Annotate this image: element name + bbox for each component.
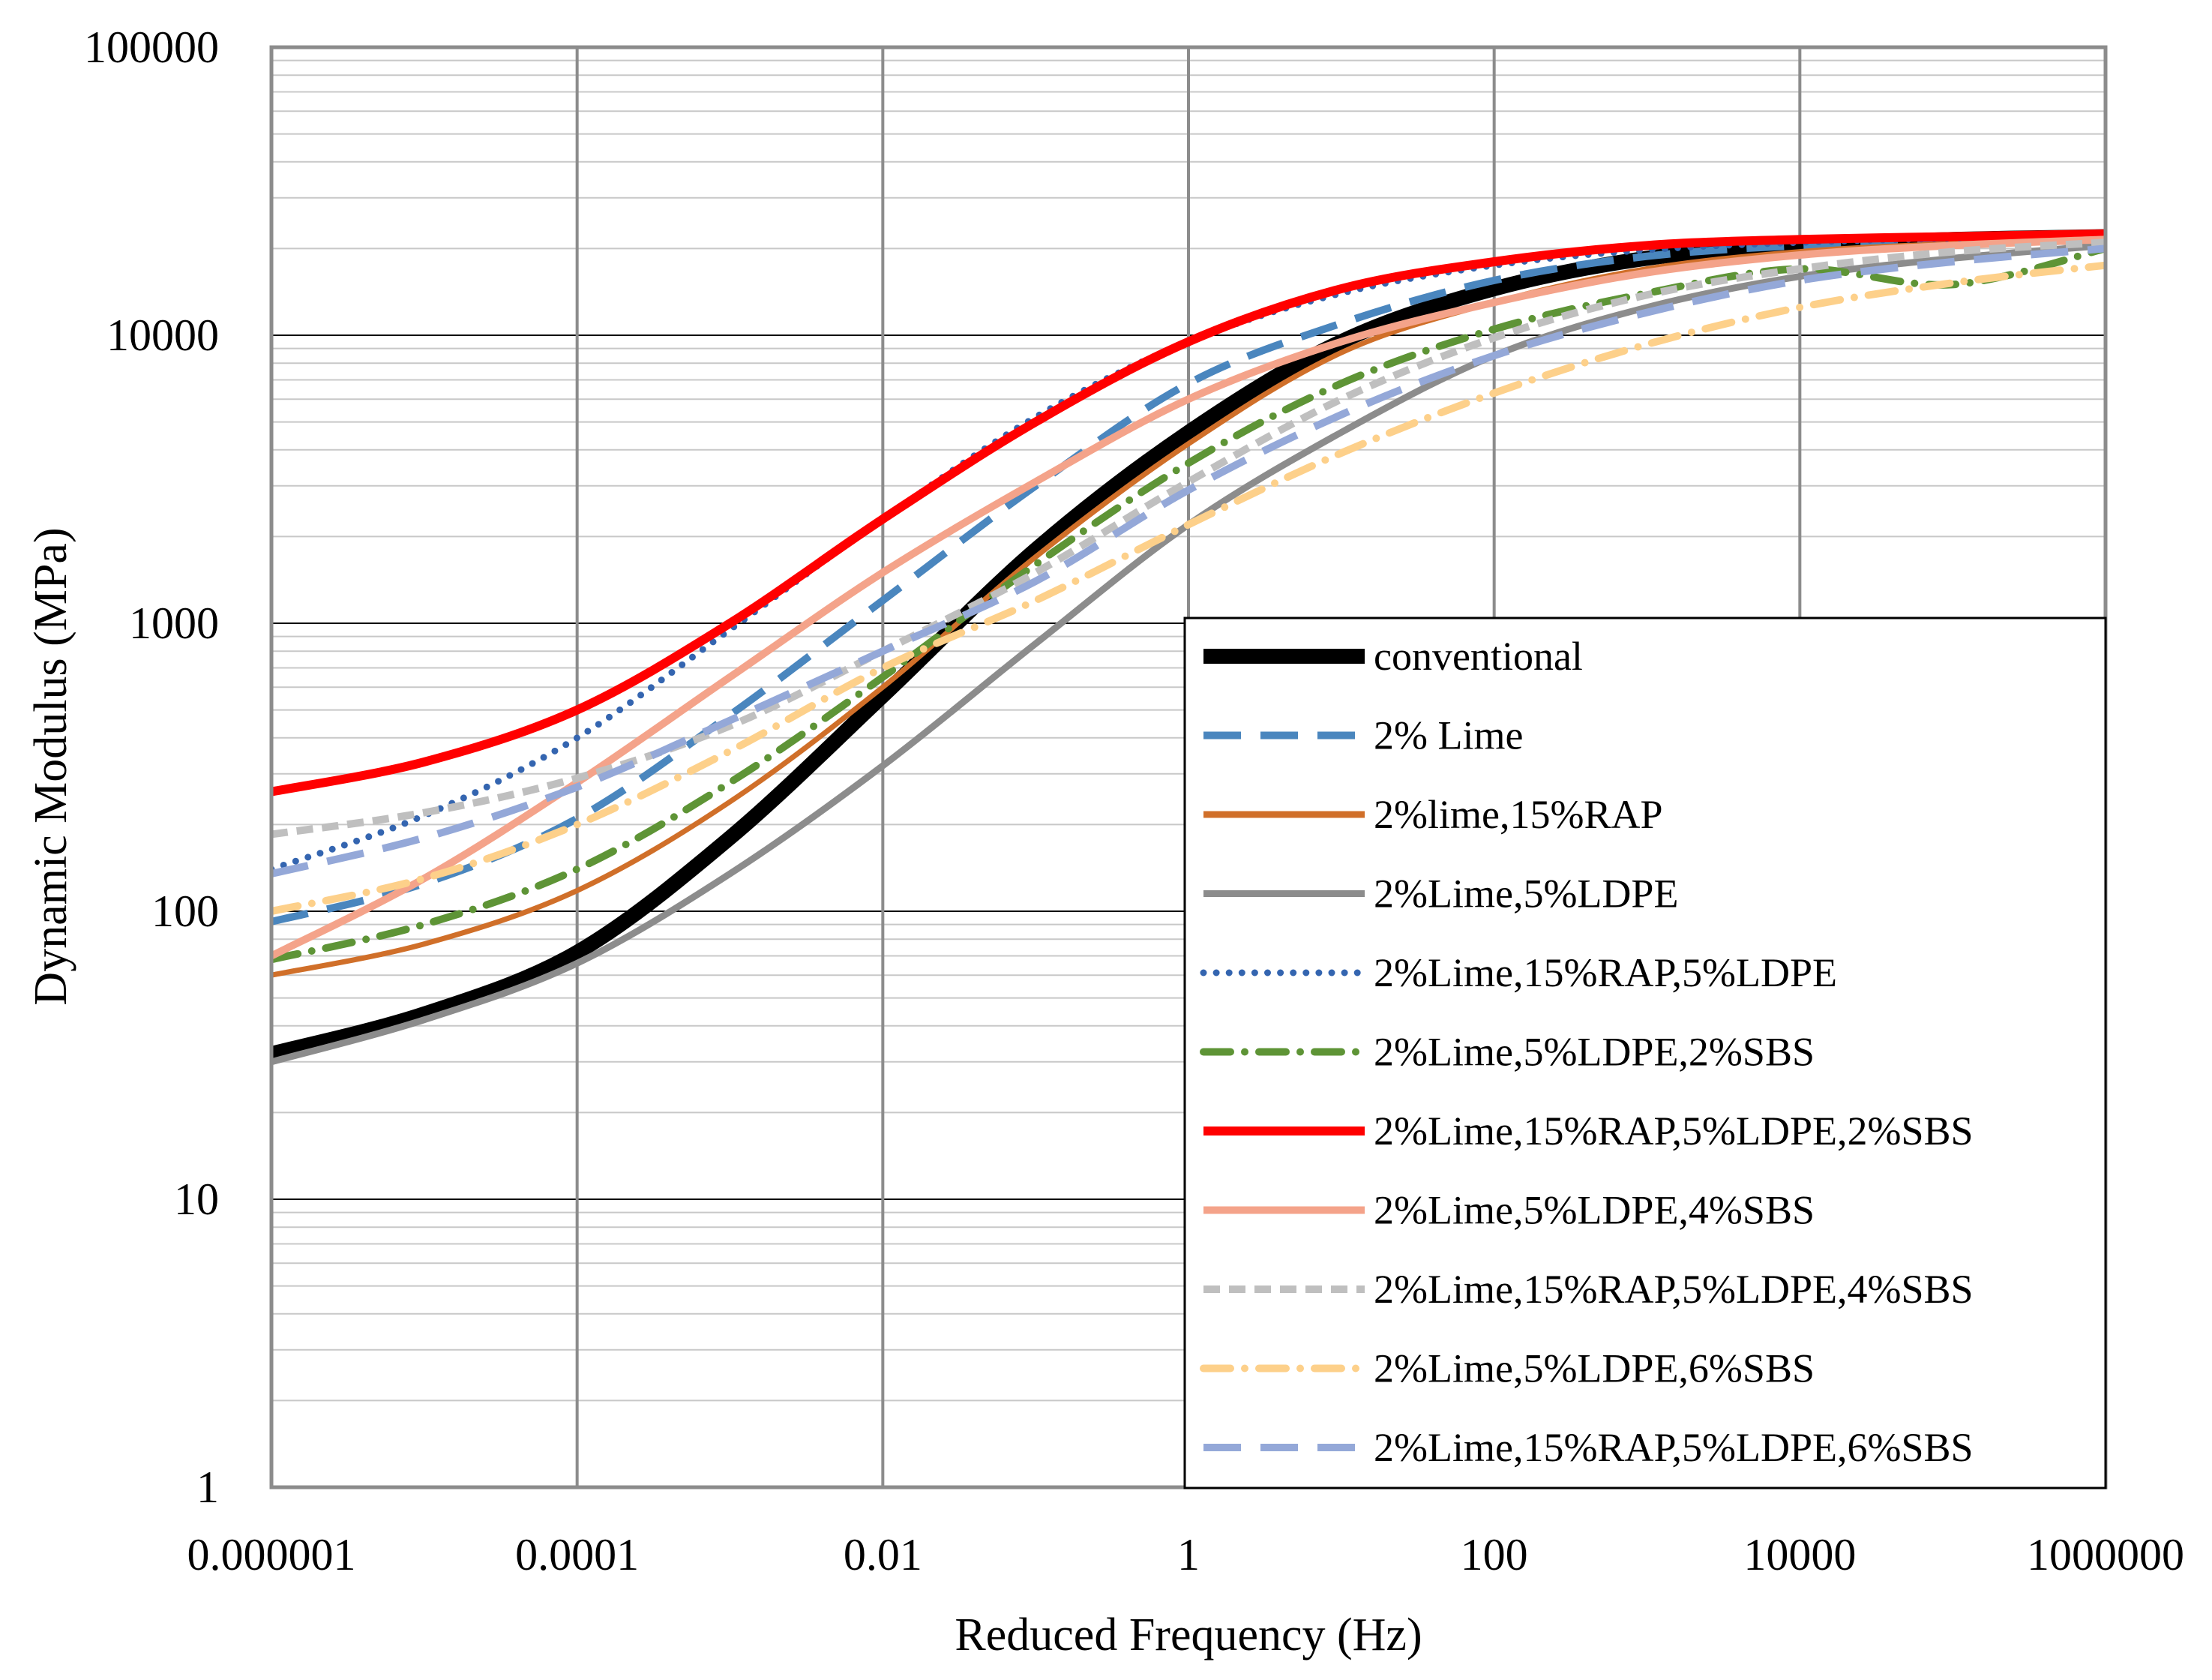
series-line-1 [271,229,2106,1061]
y-tick-label: 10 [174,1174,219,1224]
series-line-8 [271,236,2106,959]
x-tick-label: 0.01 [844,1530,922,1580]
series-line-9 [271,238,2106,838]
legend-label-7: 2%Lime,15%RAP,5%LDPE,2%SBS [1374,1108,1974,1154]
x-tick-label: 1 [1177,1530,1200,1580]
series-line-10 [271,261,2106,915]
legend-label-6: 2%Lime,5%LDPE,2%SBS [1374,1030,1815,1075]
legend: conventional 2% Lime 2%lime,15%RAP 2%Lime,5… [1183,616,2107,1490]
x-tick-label: 100 [1461,1530,1528,1580]
x-axis-tick-labels: 0.000001 0.0001 0.01 1 100 10000 1000000 [187,1530,2185,1580]
y-axis-title: Dynamic Modulus (MPa) [25,527,76,1005]
y-tick-label: 100000 [84,22,219,72]
x-tick-label: 1000000 [2027,1530,2184,1580]
series-lines [271,229,2106,1066]
legend-label-3: 2%lime,15%RAP [1374,792,1663,837]
legend-label-2: 2% Lime [1374,713,1523,758]
x-axis-title: Reduced Frequency (Hz) [955,1610,1422,1660]
legend-label-9: 2%Lime,15%RAP,5%LDPE,4%SBS [1374,1267,1974,1312]
y-tick-label: 1000 [129,598,219,648]
y-axis-tick-labels: 1 10 100 1000 10000 100000 [84,22,219,1512]
x-tick-label: 0.0001 [515,1530,639,1580]
legend-label-1: conventional [1374,634,1583,679]
series-line-11 [271,244,2106,878]
y-tick-label: 1 [196,1462,219,1512]
legend-label-4: 2%Lime,5%LDPE [1374,872,1678,916]
series-line-6 [271,244,2106,964]
series-line-7 [271,229,2106,796]
legend-label-11: 2%Lime,15%RAP,5%LDPE,6%SBS [1374,1425,1974,1470]
x-tick-label: 0.000001 [187,1530,356,1580]
legend-label-8: 2%Lime,5%LDPE,4%SBS [1374,1188,1815,1233]
x-tick-label: 10000 [1743,1530,1856,1580]
y-tick-label: 100 [151,886,219,936]
y-tick-label: 10000 [106,310,219,360]
legend-label-10: 2%Lime,5%LDPE,6%SBS [1374,1346,1815,1391]
legend-label-5: 2%Lime,15%RAP,5%LDPE [1374,950,1837,995]
series-line-4 [271,242,2106,1066]
